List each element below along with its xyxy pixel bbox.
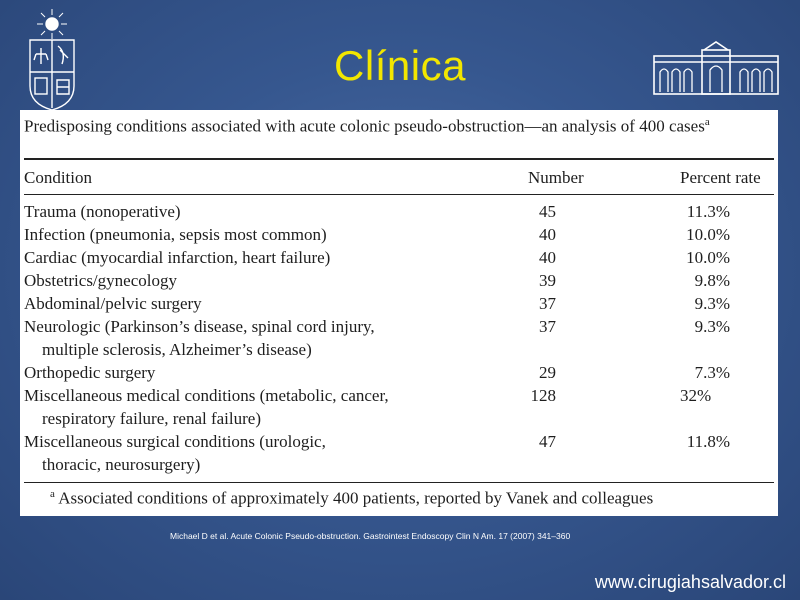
table-row-condition: Obstetrics/gynecology (24, 269, 524, 292)
condition-line: Trauma (nonoperative) (24, 202, 181, 221)
table-cell-percent: 9.3% (694, 294, 730, 313)
condition-line: Miscellaneous medical conditions (metabo… (24, 386, 389, 405)
table-row-condition: Cardiac (myocardial infarction, heart fa… (24, 246, 524, 269)
table-cell-percent: 10.0% (686, 248, 730, 267)
table-row-condition: Miscellaneous medical conditions (metabo… (24, 384, 524, 430)
condition-line: Infection (pneumonia, sepsis most common… (24, 225, 327, 244)
caption-footnote-mark: a (704, 116, 710, 128)
table-row-condition: Abdominal/pelvic surgery (24, 292, 524, 315)
table-row-condition: Neurologic (Parkinson’s disease, spinal … (24, 315, 524, 361)
hospital-building-icon (653, 41, 779, 95)
condition-line: Orthopedic surgery (24, 363, 156, 382)
table-footnote: a Associated conditions of approximately… (50, 488, 653, 509)
table-top-rule (24, 158, 774, 160)
table-row-condition: Trauma (nonoperative) (24, 200, 524, 223)
table-row-condition: Miscellaneous surgical conditions (urolo… (24, 430, 524, 476)
table-row-condition: Orthopedic surgery (24, 361, 524, 384)
footnote-mark: a (50, 488, 55, 500)
slide-title: Clínica (334, 42, 466, 89)
table-bottom-rule (24, 482, 774, 483)
table-cell-number: 37 (539, 317, 556, 336)
footnote-text: Associated conditions of approximately 4… (58, 488, 654, 508)
table-cell-number: 47 (539, 432, 556, 451)
data-table: Predisposing conditions associated with … (20, 110, 778, 516)
table-cell-number: 29 (539, 363, 556, 382)
condition-line-continued: multiple sclerosis, Alzheimer’s disease) (42, 340, 312, 359)
table-cell-percent: 9.8% (694, 271, 730, 290)
header-percent: Percent rate (680, 168, 761, 187)
condition-line-continued: thoracic, neurosurgery) (42, 455, 201, 474)
table-cell-percent: 11.8% (686, 432, 730, 451)
condition-line: Neurologic (Parkinson’s disease, spinal … (24, 317, 375, 336)
table-cell-number: 40 (539, 248, 556, 267)
university-crest-icon (29, 9, 75, 111)
table-cell-number: 39 (539, 271, 556, 290)
table-row-condition: Infection (pneumonia, sepsis most common… (24, 223, 524, 246)
header-condition: Condition (24, 168, 93, 187)
table-cell-percent: 7.3% (694, 363, 730, 382)
condition-line: Miscellaneous surgical conditions (urolo… (24, 432, 326, 451)
table-cell-percent: 9.3% (694, 317, 730, 336)
header-number: Number (528, 168, 584, 187)
header-rule (24, 194, 774, 195)
condition-line: Obstetrics/gynecology (24, 271, 177, 290)
table-cell-number: 40 (539, 225, 556, 244)
table-caption-text: Predisposing conditions associated with … (24, 116, 705, 136)
condition-line: Abdominal/pelvic surgery (24, 294, 202, 313)
table-cell-percent: 32% (680, 386, 712, 405)
table-cell-number: 45 (539, 202, 556, 221)
condition-line: Cardiac (myocardial infarction, heart fa… (24, 248, 331, 267)
condition-line-continued: respiratory failure, renal failure) (42, 409, 261, 428)
table-caption: Predisposing conditions associated with … (24, 112, 776, 137)
table-cell-number: 37 (539, 294, 556, 313)
table-cell-percent: 10.0% (686, 225, 730, 244)
website-url: www.cirugiahsalvador.cl (594, 572, 786, 592)
table-cell-number: 128 (530, 386, 557, 405)
table-cell-percent: 11.3% (686, 202, 730, 221)
citation-reference: Michael D et al. Acute Colonic Pseudo-ob… (170, 531, 571, 541)
